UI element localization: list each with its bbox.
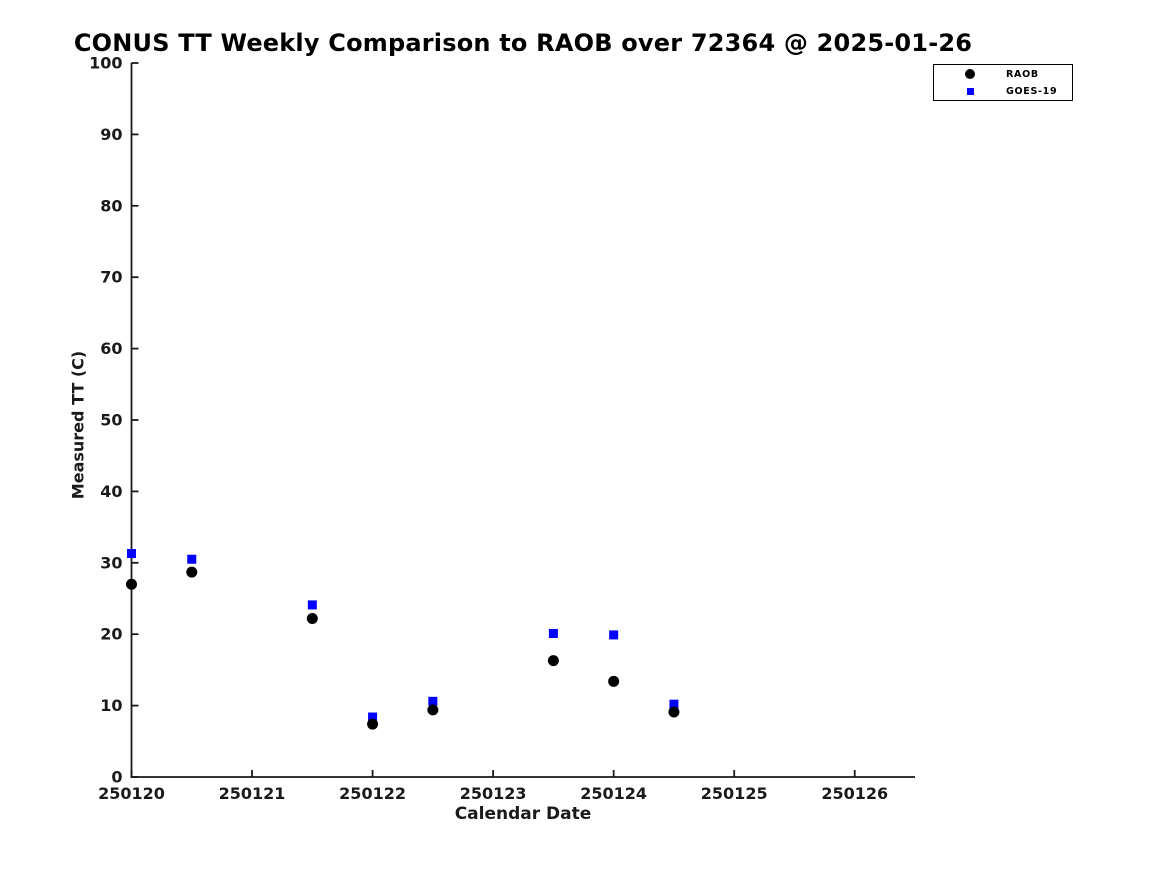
y-tick-label: 0: [111, 768, 122, 787]
y-tick-label: 30: [100, 553, 122, 572]
x-tick-label: 250126: [821, 784, 888, 803]
data-point-raob: [306, 612, 318, 624]
y-tick-label: 20: [100, 625, 122, 644]
data-point-raob: [547, 655, 559, 667]
data-point-goes-19: [127, 549, 136, 559]
data-point-raob: [186, 566, 198, 578]
data-point-goes-19: [609, 630, 619, 640]
y-tick-label: 40: [100, 482, 122, 501]
data-point-goes-19: [187, 554, 197, 564]
x-tick-label: 250120: [98, 784, 165, 803]
x-axis-label: Calendar Date: [454, 804, 592, 824]
legend: RAOB GOES-19: [933, 64, 1073, 101]
y-axis-label: Measured TT (C): [68, 350, 88, 500]
y-tick-label: 70: [100, 268, 122, 287]
legend-item-raob: RAOB: [934, 66, 1072, 82]
chart-title: CONUS TT Weekly Comparison to RAOB over …: [73, 29, 973, 57]
legend-item-goes-19: GOES-19: [934, 83, 1072, 99]
data-point-goes-19: [307, 600, 317, 610]
x-tick-label: 250122: [339, 784, 406, 803]
data-point-raob: [608, 675, 620, 687]
y-tick-label: 50: [100, 411, 122, 430]
data-point-goes-19: [428, 696, 438, 706]
x-tick-label: 250125: [701, 784, 768, 803]
legend-label-raob: RAOB: [1006, 68, 1039, 80]
data-point-raob: [427, 704, 439, 716]
data-point-goes-19: [669, 699, 679, 709]
data-point-raob: [668, 706, 680, 718]
goes-19-square-marker-icon: [966, 87, 974, 95]
data-point-goes-19: [368, 712, 378, 722]
x-tick-label: 250124: [580, 784, 647, 803]
y-tick-label: 90: [100, 125, 122, 144]
y-tick-label: 80: [100, 196, 122, 215]
data-point-raob: [367, 718, 379, 730]
legend-label-goes-19: GOES-19: [1006, 85, 1058, 97]
y-tick-label: 100: [89, 54, 122, 73]
y-tick-label: 10: [100, 696, 122, 715]
x-tick-label: 250123: [460, 784, 527, 803]
data-point-goes-19: [548, 628, 558, 638]
y-tick-label: 60: [100, 339, 122, 358]
raob-circle-marker-icon: [965, 69, 975, 79]
x-tick-label: 250121: [219, 784, 286, 803]
data-point-raob: [126, 578, 137, 590]
